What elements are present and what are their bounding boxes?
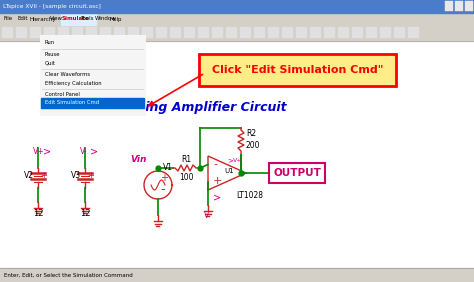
Text: V2: V2 [24,171,34,180]
Bar [296,27,307,38]
Bar [240,27,251,38]
Bar [310,27,321,38]
Text: V+: V+ [33,147,45,157]
Text: Enter, Edit, or Select the Simulation Command: Enter, Edit, or Select the Simulation Co… [4,272,133,277]
Text: 12: 12 [33,210,43,219]
Bar [86,27,97,38]
Text: -: - [160,184,164,197]
Bar [58,27,69,38]
FancyBboxPatch shape [269,163,325,183]
Bar [184,27,195,38]
Text: 100: 100 [179,173,193,182]
Text: 12: 12 [80,210,90,219]
Bar [380,27,391,38]
Text: View: View [50,17,63,21]
Text: +: + [160,173,168,183]
Text: V+: V+ [233,158,243,162]
Bar [408,27,419,38]
Bar [465,1,473,11]
Text: Run: Run [45,41,55,45]
Text: >: > [227,157,233,163]
Bar [324,27,335,38]
Text: +: + [87,171,94,180]
Text: V-: V- [80,147,88,157]
Text: V: V [204,210,209,219]
FancyBboxPatch shape [199,54,396,86]
Bar [40,35,145,115]
Bar [198,27,209,38]
Text: V3: V3 [71,171,81,180]
Bar [0,41,474,268]
Bar [0,0,474,13]
Text: Control Panel: Control Panel [45,92,80,98]
Bar [30,27,41,38]
Text: -: - [213,160,217,169]
Text: Efficiency Calculation: Efficiency Calculation [45,80,101,85]
Text: OUTPUT: OUTPUT [273,168,321,178]
Text: >: > [213,193,221,203]
Bar [455,1,463,11]
Text: R2: R2 [246,129,256,138]
Text: Tools: Tools [80,17,93,21]
Text: LT1028: LT1028 [236,191,263,199]
Bar [226,27,237,38]
Bar [0,268,474,282]
Bar [41,98,144,108]
Bar [254,27,265,38]
Bar [282,27,293,38]
Bar [212,27,223,38]
Text: +: + [40,171,47,180]
Text: V1: V1 [163,162,173,171]
Text: U1: U1 [224,168,234,174]
Bar [16,27,27,38]
Bar [114,27,125,38]
Text: R1: R1 [181,155,191,164]
Text: +: + [213,177,222,186]
Bar [72,27,83,38]
Bar [268,27,279,38]
Bar [366,27,377,38]
Bar [394,27,405,38]
Bar [352,27,363,38]
Bar [61,13,96,25]
Text: File: File [4,17,13,21]
Text: Help: Help [110,17,122,21]
Text: 200: 200 [246,142,261,151]
Text: Edit: Edit [18,17,28,21]
Text: >: > [90,147,98,157]
Bar [100,27,111,38]
Text: Vin: Vin [130,155,146,164]
Bar [170,27,181,38]
Text: Simulate: Simulate [62,17,90,21]
Text: Inverting Amplifier Circuit: Inverting Amplifier Circuit [103,102,287,114]
Bar [156,27,167,38]
Text: Quit: Quit [45,61,56,65]
Text: Hierarchy: Hierarchy [30,17,56,21]
Bar [2,27,13,38]
Text: Clear Waveforms: Clear Waveforms [45,72,90,78]
Bar [142,27,153,38]
Text: Window: Window [95,17,117,21]
Bar [338,27,349,38]
Bar [445,1,453,11]
Text: LTspice XVII - [sample circuit.asc]: LTspice XVII - [sample circuit.asc] [3,4,101,9]
Text: >: > [43,147,51,157]
Bar [44,27,55,38]
Text: Click "Edit Simulation Cmd": Click "Edit Simulation Cmd" [212,65,383,75]
Bar [128,27,139,38]
Text: Edit Simulation Cmd: Edit Simulation Cmd [45,100,99,105]
Bar [0,25,474,41]
Text: Pause: Pause [45,52,61,58]
Bar [0,13,474,25]
